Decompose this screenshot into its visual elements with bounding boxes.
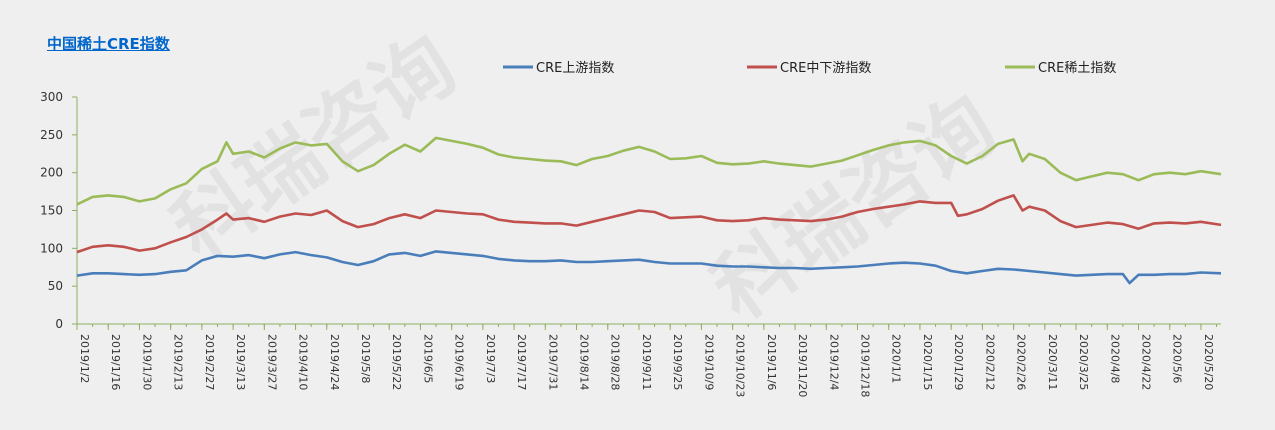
plot-area [76,136,1222,285]
x-tick-label: 2019/2/13 [172,334,185,390]
x-tick-label: 2020/1/29 [952,334,965,390]
x-tick-label: 2019/7/31 [546,334,559,390]
x-tick-label: 2019/5/8 [359,334,372,383]
y-axis: 0 50 100 150 200 250 300 [40,90,78,331]
y-tick-label: 200 [40,166,63,180]
x-tick-label: 2019/3/27 [265,334,278,390]
x-tick-label: 2019/6/19 [453,334,466,390]
x-tick-label: 2019/10/9 [702,334,715,390]
y-tick-label: 100 [40,241,63,255]
x-tick-label: 2019/4/10 [297,334,310,390]
x-tick-label: 2020/3/25 [1077,334,1090,390]
y-tick-label: 0 [55,317,63,331]
x-tick-label: 2020/5/20 [1202,334,1215,390]
x-tick-label: 2020/4/22 [1139,334,1152,390]
x-tick-label: 2019/12/4 [827,334,840,390]
x-tick-label: 2019/12/18 [859,334,872,397]
x-tick-label: 2019/1/2 [78,334,91,383]
chart-title: 中国稀土CRE指数 [47,35,170,53]
x-tick-label: 2020/2/26 [1015,334,1028,390]
x-tick-label: 2020/3/11 [1046,334,1059,390]
x-axis: 2019/1/2 2019/1/16 2019/1/30 2019/2/13 2019/… [76,323,1221,397]
y-tick-label: 300 [40,90,63,104]
x-tick-label: 2019/8/14 [578,334,591,390]
x-tick-label: 2019/7/17 [515,334,528,390]
x-tick-label: 2019/1/30 [140,334,153,390]
x-tick-label: 2019/11/20 [796,334,809,397]
series-line-1 [76,250,1222,285]
x-tick-label: 2020/2/12 [983,334,996,390]
x-tick-label: 2020/1/1 [890,334,903,383]
legend-label: CRE稀土指数 [1038,61,1116,76]
x-tick-label: 2019/2/27 [203,334,216,390]
x-tick-label: 2019/3/13 [234,334,247,390]
x-tick-label: 2019/10/23 [734,334,747,397]
x-tick-label: 2019/1/16 [109,334,122,390]
series-line-2 [76,194,1222,254]
x-tick-label: 2019/9/11 [640,334,653,390]
y-tick-label: 250 [40,128,63,142]
legend-label: CRE上游指数 [536,61,614,76]
x-tick-label: 2020/5/6 [1171,334,1184,383]
x-tick-label: 2019/7/3 [484,334,497,383]
x-tick-label: 2019/5/22 [390,334,403,390]
x-tick-label: 2019/11/6 [765,334,778,390]
chart-legend: CRE上游指数 CRE中下游指数 CRE稀土指数 [503,61,1116,76]
watermark-text: 科瑞咨询 [696,78,1011,338]
x-tick-label: 2019/4/24 [328,334,341,390]
y-tick-label: 50 [48,279,63,293]
series-line-3 [76,136,1222,206]
legend-label: CRE中下游指数 [780,61,871,76]
y-tick-label: 150 [40,204,63,218]
x-tick-label: 2020/1/15 [921,334,934,390]
x-tick-label: 2019/9/25 [671,334,684,390]
x-tick-label: 2019/8/28 [609,334,622,390]
x-tick-label: 2020/4/8 [1108,334,1121,383]
x-tick-label: 2019/6/5 [421,334,434,383]
